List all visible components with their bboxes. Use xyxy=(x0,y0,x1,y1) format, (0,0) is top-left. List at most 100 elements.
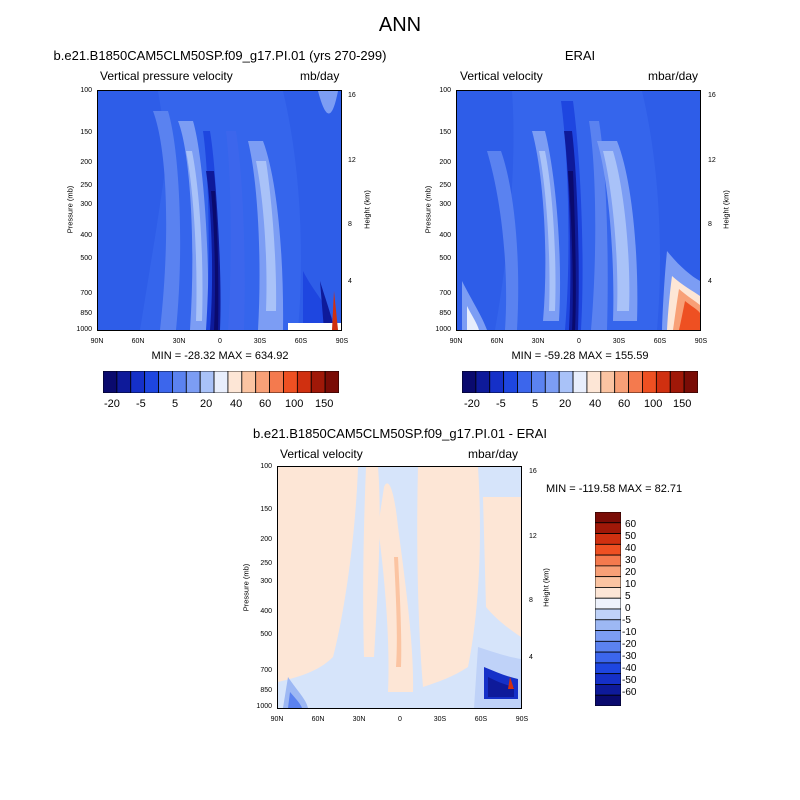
colorbar-swatch xyxy=(595,651,621,664)
panel-diff-cb-label: 50 xyxy=(625,531,637,542)
colorbar-swatch xyxy=(558,371,574,393)
panel-obs-title: ERAI xyxy=(564,48,596,63)
panel-model-units-label: mb/day xyxy=(300,69,340,83)
colorbar-swatch xyxy=(600,371,616,393)
colorbar-swatch xyxy=(586,371,602,393)
panel-model-ptick: 150 xyxy=(80,129,92,136)
colorbar-swatch xyxy=(595,522,621,534)
panel-diff-plot xyxy=(277,466,522,709)
colorbar-swatch xyxy=(130,371,146,393)
colorbar-swatch xyxy=(531,371,546,393)
panel-obs-htick: 4 xyxy=(708,278,712,285)
panel-model-cb-label: 40 xyxy=(230,398,243,410)
panel-obs-ptick: 300 xyxy=(439,201,451,208)
panel-model-cb-label: 150 xyxy=(315,398,334,410)
colorbar-swatch xyxy=(283,371,298,393)
colorbar-swatch xyxy=(158,371,173,393)
panel-obs-ptick: 200 xyxy=(439,159,451,166)
panel-diff-cb-label: -60 xyxy=(622,687,637,698)
panel-obs-ptick: 700 xyxy=(439,290,451,297)
panel-diff-field xyxy=(278,467,521,708)
colorbar-swatch xyxy=(213,371,229,393)
colorbar-swatch xyxy=(595,619,621,631)
panel-obs-htick: 8 xyxy=(708,221,712,228)
panel-diff-lattick: 60N xyxy=(311,716,325,723)
panel-obs-ptick: 100 xyxy=(439,87,451,94)
panel-model-htick: 4 xyxy=(348,278,352,285)
colorbar-swatch xyxy=(199,371,215,393)
colorbar-swatch xyxy=(462,371,477,393)
colorbar-swatch xyxy=(595,554,621,567)
panel-obs-units-label: mbar/day xyxy=(648,69,699,83)
panel-obs-ptick: 850 xyxy=(439,310,451,317)
panel-diff-cb-label: 0 xyxy=(625,603,631,614)
panel-model-variable-label: Vertical pressure velocity xyxy=(100,69,233,83)
colorbar-swatch xyxy=(595,684,621,696)
colorbar-swatch xyxy=(475,371,491,393)
panel-diff-variable-label: Vertical velocity xyxy=(280,447,363,461)
colorbar-swatch xyxy=(103,371,118,393)
panel-diff-title: b.e21.B1850CAM5CLM50SP.f09_g17.PI.01 - E… xyxy=(253,426,547,441)
panel-model-stats: MIN = -28.32 MAX = 634.92 xyxy=(151,350,289,362)
panel-diff-units-label: mbar/day xyxy=(468,447,519,461)
colorbar-swatch xyxy=(642,371,657,393)
main-title: ANN xyxy=(378,14,422,36)
panel-obs-lattick: 30N xyxy=(531,338,545,345)
colorbar-swatch xyxy=(683,371,698,393)
panel-obs-htick: 16 xyxy=(708,92,716,99)
panel-diff-ptick: 100 xyxy=(260,463,272,470)
panel-model-lattick: 60N xyxy=(131,338,145,345)
panel-model-cb-label: 100 xyxy=(285,398,304,410)
panel-model-hlabel: Height (km) xyxy=(362,190,372,229)
colorbar-swatch xyxy=(595,694,621,706)
panel-model-plot xyxy=(97,90,342,331)
panel-obs-cb-label: 100 xyxy=(644,398,663,410)
panel-diff-lattick: 0 xyxy=(398,716,402,723)
panel-diff-lattick: 30S xyxy=(433,716,447,723)
colorbar-swatch xyxy=(310,371,326,393)
panel-obs-field xyxy=(457,91,700,330)
panel-obs-cb-label: 5 xyxy=(532,398,539,410)
panel-model-ptick: 400 xyxy=(80,232,92,239)
panel-diff-htick: 8 xyxy=(529,597,533,604)
colorbar-swatch xyxy=(185,371,201,393)
colorbar-swatch xyxy=(503,371,518,393)
colorbar-swatch xyxy=(144,371,159,393)
colorbar-swatch xyxy=(324,371,339,393)
colorbar-swatch xyxy=(628,371,643,393)
panel-model-lattick: 30S xyxy=(253,338,267,345)
panel-diff-htick: 12 xyxy=(529,533,537,540)
panel-obs-lattick: 60S xyxy=(653,338,667,345)
panel-obs-hlabel: Height (km) xyxy=(721,190,731,229)
panel-diff-ptick: 500 xyxy=(260,631,272,638)
colorbar-swatch xyxy=(655,371,671,393)
panel-model-colorbar-swatches xyxy=(103,371,339,393)
panel-diff-stats: MIN = -119.58 MAX = 82.71 xyxy=(546,483,683,495)
panel-model-cb-label: -5 xyxy=(136,398,146,410)
panel-obs-lattick: 90N xyxy=(449,338,463,345)
colorbar-swatch xyxy=(517,371,532,393)
panel-model-lattick: 90N xyxy=(90,338,104,345)
panel-model-lattick: 60S xyxy=(294,338,308,345)
panel-obs-cb-label: 40 xyxy=(589,398,602,410)
panel-model-htick: 12 xyxy=(348,157,356,164)
colorbar-swatch xyxy=(669,371,685,393)
panel-obs-ptick: 250 xyxy=(439,182,451,189)
colorbar-swatch xyxy=(595,576,621,588)
colorbar-swatch xyxy=(595,565,621,578)
panel-diff-cb-label: 30 xyxy=(625,555,637,566)
colorbar-swatch xyxy=(241,371,257,393)
panel-obs-lattick: 30S xyxy=(612,338,626,345)
panel-model-ptick: 1000 xyxy=(76,326,92,333)
colorbar-swatch xyxy=(595,662,621,675)
panel-obs-cb-label: 20 xyxy=(559,398,572,410)
panel-diff-hlabel: Height (km) xyxy=(541,568,551,607)
panel-diff-lattick: 90N xyxy=(270,716,284,723)
panel-model-cb-label: 20 xyxy=(200,398,213,410)
colorbar-swatch xyxy=(595,587,621,599)
panel-diff-cb-label: -5 xyxy=(622,615,631,626)
panel-diff-lattick: 30N xyxy=(352,716,366,723)
panel-model-lattick: 0 xyxy=(218,338,222,345)
panel-model-ptick: 700 xyxy=(80,290,92,297)
colorbar-swatch xyxy=(595,543,621,556)
